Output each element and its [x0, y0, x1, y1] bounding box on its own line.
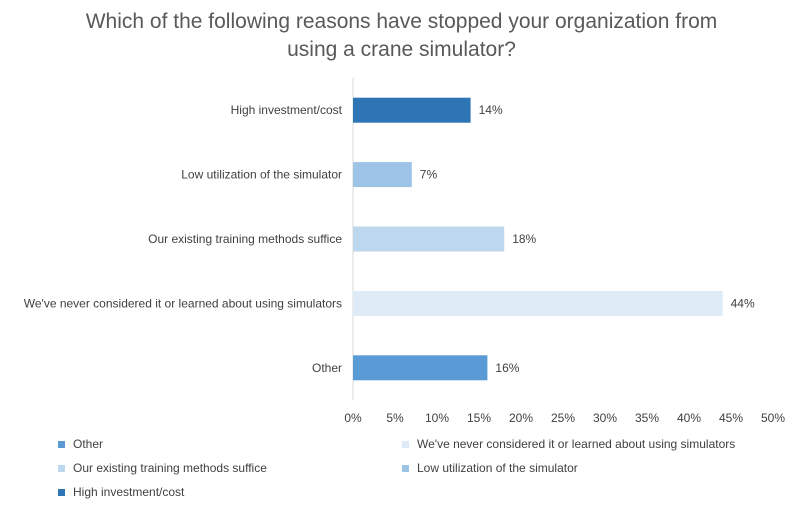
chart-title-line-1: Which of the following reasons have stop… — [85, 10, 718, 33]
bar-0 — [353, 97, 471, 123]
bar-1 — [353, 162, 412, 188]
legend-swatch-high-investment — [58, 488, 65, 496]
x-tick-label-10: 50% — [761, 411, 785, 425]
data-label-2: 18% — [512, 232, 536, 246]
legend-swatch-low-utilization — [402, 464, 409, 472]
data-label-3: 44% — [731, 296, 755, 310]
x-tick-label-6: 30% — [593, 411, 617, 425]
x-tick-label-7: 35% — [635, 411, 659, 425]
data-label-4: 16% — [495, 361, 519, 375]
category-label-4: Other — [312, 361, 342, 375]
chart-title-line-2: using a crane simulator? — [287, 38, 516, 61]
bar-2 — [353, 226, 505, 252]
x-tick-label-3: 15% — [467, 411, 491, 425]
x-tick-label-1: 5% — [386, 411, 404, 425]
legend-item-high-investment: High investment/cost — [58, 485, 184, 499]
x-tick-label-4: 20% — [509, 411, 533, 425]
legend-label-high-investment: High investment/cost — [73, 485, 185, 499]
x-tick-label-0: 0% — [344, 411, 362, 425]
x-tick-label-5: 25% — [551, 411, 575, 425]
legend-swatch-existing-methods — [58, 464, 65, 472]
legend-item-never-considered: We've never considered it or learned abo… — [402, 437, 735, 451]
category-label-3: We've never considered it or learned abo… — [24, 296, 342, 310]
legend-swatch-never-considered — [402, 440, 409, 448]
category-label-0: High investment/cost — [231, 103, 343, 117]
legend-label-other: Other — [73, 437, 104, 451]
x-tick-label-8: 40% — [677, 411, 701, 425]
legend-item-low-utilization: Low utilization of the simulator — [402, 461, 578, 475]
category-label-2: Our existing training methods suffice — [148, 232, 342, 246]
bar-3 — [353, 290, 723, 316]
x-tick-label-9: 45% — [719, 411, 743, 425]
legend-label-existing-methods: Our existing training methods suffice — [73, 461, 267, 475]
bar-4 — [353, 355, 488, 381]
legend-label-never-considered: We've never considered it or learned abo… — [417, 437, 736, 451]
data-label-1: 7% — [420, 168, 438, 182]
legend-label-low-utilization: Low utilization of the simulator — [417, 461, 578, 475]
category-label-1: Low utilization of the simulator — [181, 168, 342, 182]
x-tick-label-2: 10% — [425, 411, 449, 425]
legend-item-existing-methods: Our existing training methods suffice — [58, 461, 267, 475]
legend-item-other: Other — [58, 437, 103, 451]
data-label-0: 14% — [479, 103, 503, 117]
legend-swatch-other — [58, 440, 65, 448]
